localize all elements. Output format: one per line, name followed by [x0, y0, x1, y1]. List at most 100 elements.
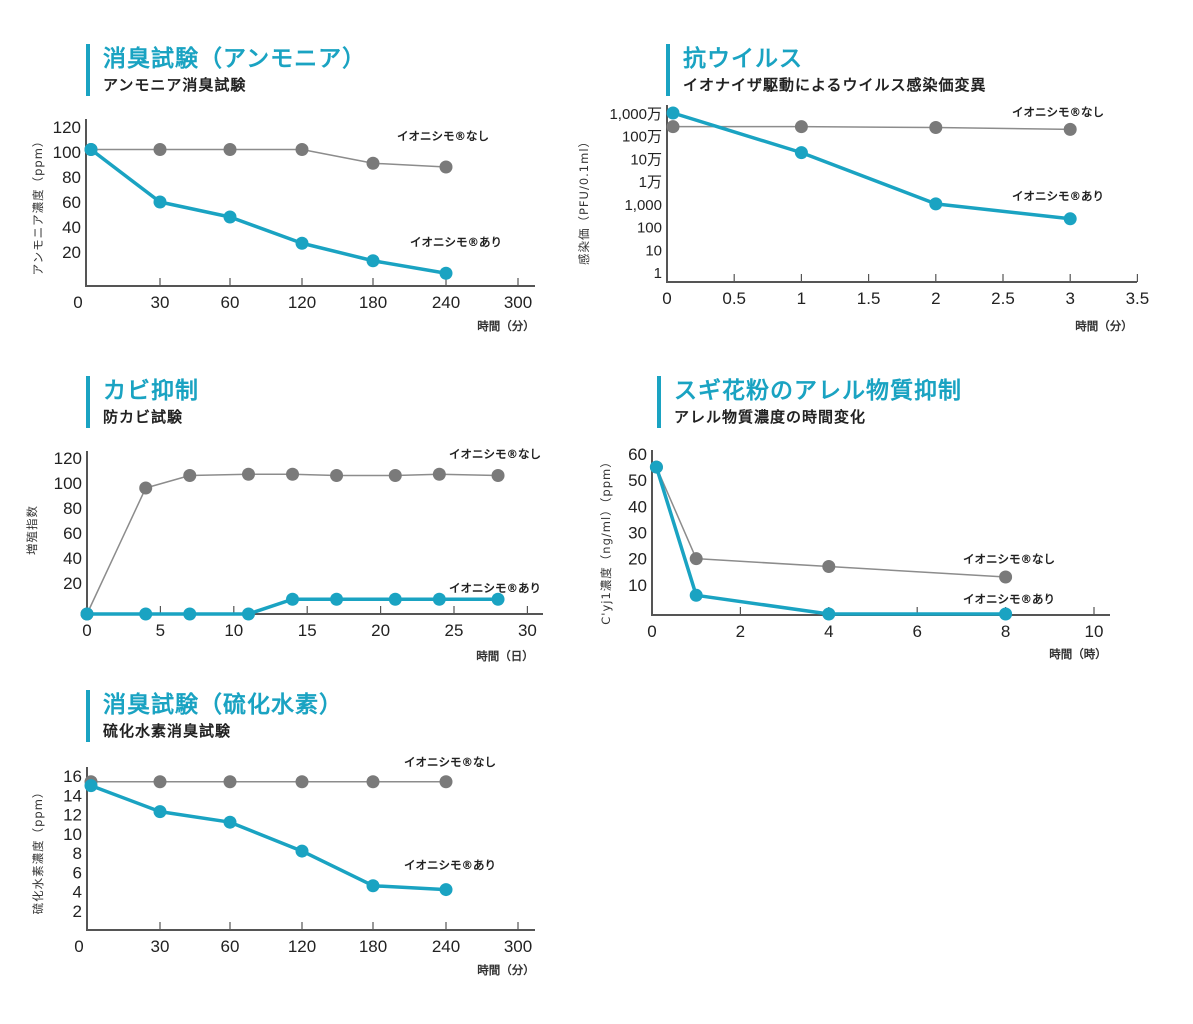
chart-subtitle: アレル物質濃度の時間変化	[674, 408, 867, 426]
x-tick-label: 300	[504, 293, 532, 312]
data-point-with	[139, 607, 153, 621]
data-point-with	[183, 607, 197, 621]
y-tick-label: 12	[63, 806, 82, 825]
data-point-without	[794, 120, 808, 134]
data-point-without	[929, 120, 943, 134]
legend-label-with: イオニシモ®あり	[404, 858, 496, 872]
x-tick-label: 240	[432, 293, 460, 312]
data-point-without	[223, 775, 237, 789]
y-tick-label: 6	[73, 863, 82, 882]
data-point-with	[822, 607, 836, 621]
y-tick-label: 10	[645, 242, 662, 259]
data-point-with	[689, 588, 703, 602]
data-point-without	[822, 560, 836, 574]
series-line-with	[89, 148, 447, 275]
series-line-with	[654, 466, 1006, 616]
x-tick-label: 8	[1001, 622, 1010, 641]
legend-label-with: イオニシモ®あり	[410, 235, 502, 249]
series-line-without	[86, 473, 499, 615]
y-tick-label: 100	[53, 143, 81, 162]
series-line-without	[673, 125, 1071, 131]
data-point-with	[388, 592, 402, 606]
x-tick-label: 60	[221, 293, 240, 312]
y-tick-label: 120	[54, 449, 82, 468]
y-tick-label: 2	[73, 902, 82, 921]
x-axis-title: 時間（時）	[1049, 647, 1107, 661]
y-tick-label: 40	[628, 497, 647, 516]
chart-title: 抗ウイルス	[683, 46, 803, 72]
legend-label-without: イオニシモ®なし	[404, 755, 496, 769]
chart-title: 消臭試験（硫化水素）	[103, 692, 343, 718]
series-line-with	[87, 597, 499, 616]
x-tick-label: 300	[504, 937, 532, 956]
data-point-without	[153, 775, 167, 789]
x-tick-label: 180	[359, 937, 387, 956]
data-point-with	[153, 805, 167, 819]
legend-label-with: イオニシモ®あり	[449, 581, 541, 595]
x-tick-label: 2	[736, 622, 745, 641]
data-point-without	[183, 469, 197, 482]
y-tick-label: 80	[63, 499, 82, 518]
x-tick-label: 30	[151, 293, 170, 312]
chart-subtitle: イオナイザ駆動によるウイルス感染価変異	[683, 76, 987, 94]
legend-label-without: イオニシモ®なし	[397, 129, 489, 143]
y-tick-label: 80	[62, 168, 81, 187]
data-point-without	[366, 156, 380, 170]
data-point-without	[295, 775, 309, 789]
x-axis-title: 時間（分）	[477, 319, 535, 333]
x-tick-label: 120	[288, 937, 316, 956]
chart-subtitle: 硫化水素消臭試験	[103, 722, 232, 740]
chart-heading: 消臭試験（硫化水素） 硫化水素消臭試験	[86, 690, 343, 742]
data-point-without	[649, 460, 663, 474]
x-axis-title: 時間（分）	[1075, 319, 1133, 333]
series-line-with	[672, 111, 1071, 221]
data-point-with	[241, 607, 255, 621]
data-point-with	[330, 592, 344, 606]
legend-label-without: イオニシモ®なし	[963, 552, 1055, 566]
data-point-without	[139, 481, 153, 495]
chart-title: スギ花粉のアレル物質抑制	[674, 378, 962, 404]
x-axis-title: 時間（日）	[476, 649, 534, 663]
data-point-with	[366, 254, 380, 268]
legend-label-without: イオニシモ®なし	[449, 447, 541, 461]
y-tick-label: 20	[628, 550, 647, 569]
y-tick-label: 8	[73, 844, 82, 863]
x-tick-label: 1.5	[857, 289, 881, 308]
x-tick-label: 0	[74, 937, 83, 956]
x-tick-label: 30	[151, 937, 170, 956]
data-point-without	[295, 143, 309, 156]
y-tick-label: 1万	[639, 174, 662, 191]
data-point-with	[439, 883, 453, 897]
y-axis-title: 感染価（PFU/0.1ml）	[577, 135, 591, 265]
chart-heading: 抗ウイルス イオナイザ駆動によるウイルス感染価変異	[666, 44, 987, 96]
x-tick-label: 0	[647, 622, 656, 641]
data-point-with	[223, 210, 237, 224]
y-tick-label: 50	[628, 471, 647, 490]
x-tick-label: 10	[1085, 622, 1104, 641]
y-tick-label: 100万	[622, 129, 662, 146]
x-tick-label: 0	[73, 293, 82, 312]
chart-title: カビ抑制	[103, 378, 199, 404]
data-point-with	[432, 592, 446, 606]
x-tick-label: 2	[931, 289, 940, 308]
x-tick-label: 240	[432, 937, 460, 956]
y-tick-label: 1,000万	[609, 106, 662, 123]
series-line-without	[91, 148, 447, 168]
data-point-with	[491, 592, 505, 606]
x-tick-label: 5	[156, 621, 165, 640]
series-line-with	[90, 783, 447, 892]
x-tick-label: 20	[371, 621, 390, 640]
legend-label-without: イオニシモ®なし	[1012, 105, 1104, 119]
data-point-without	[666, 120, 680, 134]
data-point-without	[388, 469, 402, 482]
chart-svg: 20 40 60 80 100 120 0 30 60 120 180 240 300 時間（分） アンモニ…	[31, 118, 535, 333]
data-point-with	[223, 815, 237, 829]
chart-title: 消臭試験（アンモニア）	[103, 46, 367, 72]
legend-label-with: イオニシモ®あり	[963, 592, 1055, 606]
y-tick-label: 100	[54, 474, 82, 493]
y-tick-label: 1,000	[624, 197, 662, 214]
data-point-with	[999, 607, 1013, 621]
y-axis-title: C'yj1濃度（ng/ml）（ppm）	[599, 455, 613, 624]
x-tick-label: 0	[662, 289, 671, 308]
data-point-with	[439, 266, 453, 280]
